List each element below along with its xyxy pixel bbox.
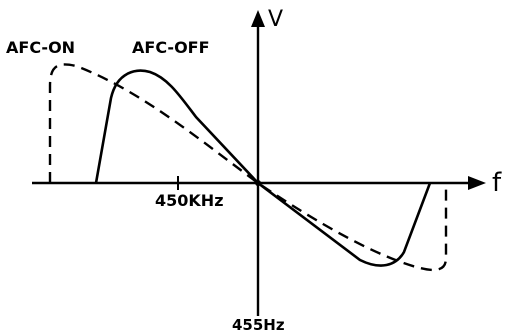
bottom-frequency-label: 455Hz <box>232 316 285 334</box>
x-axis-arrowhead <box>468 176 486 190</box>
afc-on-curve <box>48 63 448 272</box>
y-axis-label: V <box>268 7 284 32</box>
x-axis-label: f <box>492 168 502 198</box>
center-frequency-label: 450KHz <box>155 191 224 210</box>
y-axis-arrowhead <box>251 10 265 27</box>
origin-point <box>255 180 261 186</box>
afc-on-label: AFC-ON <box>6 38 76 57</box>
afc-off-curve <box>94 69 432 267</box>
afc-off-label: AFC-OFF <box>132 38 210 57</box>
